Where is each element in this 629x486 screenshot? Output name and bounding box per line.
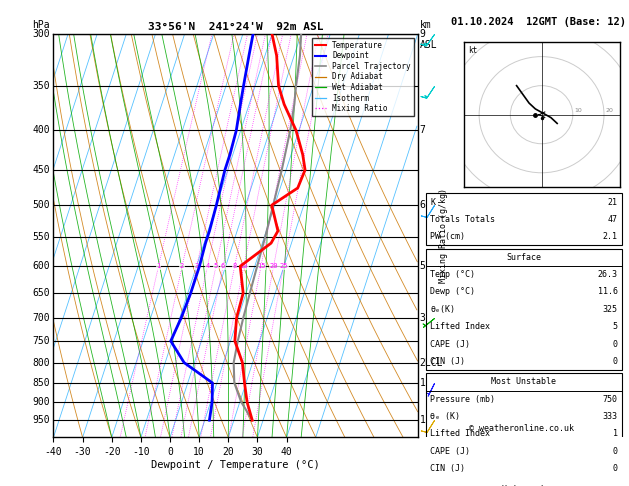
Text: 350: 350 — [32, 81, 50, 91]
Text: PW (cm): PW (cm) — [430, 232, 465, 241]
Text: 550: 550 — [32, 232, 50, 242]
Text: Totals Totals: Totals Totals — [430, 215, 495, 224]
Text: 10: 10 — [240, 263, 248, 269]
Text: 21: 21 — [608, 197, 618, 207]
Text: 650: 650 — [32, 288, 50, 298]
Text: 1: 1 — [157, 263, 160, 269]
Text: 0: 0 — [613, 447, 618, 456]
Text: 6: 6 — [420, 200, 425, 210]
Text: Mixing Ratio (g/kg): Mixing Ratio (g/kg) — [438, 188, 448, 283]
Text: 26.3: 26.3 — [598, 270, 618, 279]
Text: 3: 3 — [194, 263, 199, 269]
Text: 600: 600 — [32, 261, 50, 271]
Text: 11.6: 11.6 — [598, 288, 618, 296]
Text: 300: 300 — [32, 29, 50, 39]
Text: 900: 900 — [32, 397, 50, 407]
Text: Lifted Index: Lifted Index — [430, 322, 490, 331]
Text: 1: 1 — [420, 378, 425, 388]
Text: 2LCL: 2LCL — [420, 358, 443, 367]
Text: 9: 9 — [420, 29, 425, 39]
Text: 325: 325 — [603, 305, 618, 314]
Text: Lifted Index: Lifted Index — [430, 430, 490, 438]
Text: 25: 25 — [279, 263, 288, 269]
Text: 700: 700 — [32, 313, 50, 323]
Text: 3: 3 — [420, 313, 425, 323]
Text: 333: 333 — [603, 412, 618, 421]
Text: 750: 750 — [603, 395, 618, 404]
Text: CIN (J): CIN (J) — [430, 357, 465, 366]
Text: 750: 750 — [32, 336, 50, 346]
Text: θₑ(K): θₑ(K) — [430, 305, 455, 314]
Text: 5: 5 — [613, 322, 618, 331]
Text: 950: 950 — [32, 415, 50, 425]
Text: θₑ (K): θₑ (K) — [430, 412, 460, 421]
Text: 0: 0 — [613, 357, 618, 366]
X-axis label: Dewpoint / Temperature (°C): Dewpoint / Temperature (°C) — [151, 460, 320, 470]
Text: Hodograph: Hodograph — [501, 485, 547, 486]
Text: 800: 800 — [32, 358, 50, 367]
Text: Most Unstable: Most Unstable — [491, 378, 557, 386]
Text: 400: 400 — [32, 125, 50, 136]
Text: 850: 850 — [32, 378, 50, 388]
Text: 01.10.2024  12GMT (Base: 12): 01.10.2024 12GMT (Base: 12) — [451, 17, 626, 27]
Text: 4: 4 — [205, 263, 209, 269]
Text: CAPE (J): CAPE (J) — [430, 447, 470, 456]
Text: 20: 20 — [269, 263, 278, 269]
Text: 2.1: 2.1 — [603, 232, 618, 241]
Text: 5: 5 — [214, 263, 218, 269]
Text: © weatheronline.co.uk: © weatheronline.co.uk — [469, 424, 574, 434]
Text: 6: 6 — [221, 263, 225, 269]
Text: 450: 450 — [32, 165, 50, 175]
Text: Pressure (mb): Pressure (mb) — [430, 395, 495, 404]
Text: 0: 0 — [613, 340, 618, 348]
Text: Temp (°C): Temp (°C) — [430, 270, 475, 279]
Text: K: K — [430, 197, 435, 207]
Text: 1: 1 — [613, 430, 618, 438]
Text: 2: 2 — [180, 263, 184, 269]
Text: hPa: hPa — [32, 20, 50, 30]
Legend: Temperature, Dewpoint, Parcel Trajectory, Dry Adiabat, Wet Adiabat, Isotherm, Mi: Temperature, Dewpoint, Parcel Trajectory… — [311, 38, 414, 116]
Text: 5: 5 — [420, 261, 425, 271]
Text: 1: 1 — [420, 415, 425, 425]
Text: 0: 0 — [613, 464, 618, 473]
Text: CAPE (J): CAPE (J) — [430, 340, 470, 348]
Text: 15: 15 — [257, 263, 265, 269]
Text: 8: 8 — [233, 263, 237, 269]
Text: 7: 7 — [420, 125, 425, 136]
Text: km: km — [420, 20, 431, 30]
Text: Surface: Surface — [506, 253, 542, 262]
Text: Dewp (°C): Dewp (°C) — [430, 288, 475, 296]
Text: 47: 47 — [608, 215, 618, 224]
Text: 500: 500 — [32, 200, 50, 210]
Title: 33°56'N  241°24'W  92m ASL: 33°56'N 241°24'W 92m ASL — [148, 22, 323, 32]
Text: ASL: ASL — [420, 40, 437, 50]
Text: CIN (J): CIN (J) — [430, 464, 465, 473]
